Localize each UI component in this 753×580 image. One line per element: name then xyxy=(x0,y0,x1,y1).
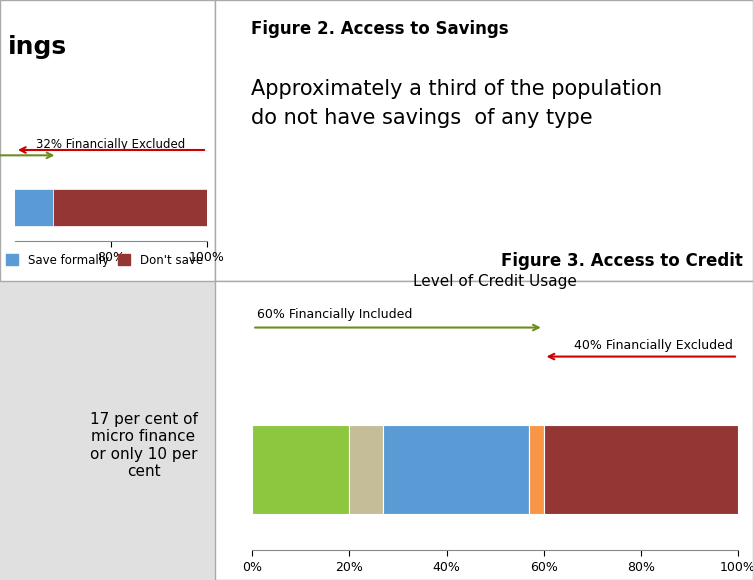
Bar xyxy=(0,189,53,226)
Bar xyxy=(53,189,207,226)
Text: Approximately a third of the population
do not have savings  of any type: Approximately a third of the population … xyxy=(251,79,662,128)
Text: Figure 2. Access to Savings: Figure 2. Access to Savings xyxy=(251,20,508,38)
Legend: Save formally, Don't save: Save formally, Don't save xyxy=(2,249,207,271)
Bar xyxy=(349,425,383,514)
Text: 17 per cent of
micro finance
or only 10 per
cent: 17 per cent of micro finance or only 10 … xyxy=(90,412,197,479)
Text: 40% Financially Excluded: 40% Financially Excluded xyxy=(575,339,733,351)
Text: 32% Financially Excluded: 32% Financially Excluded xyxy=(36,138,186,151)
Text: Level of Credit Usage: Level of Credit Usage xyxy=(413,274,577,289)
Text: Figure 3. Access to Credit: Figure 3. Access to Credit xyxy=(501,252,742,270)
Bar xyxy=(383,425,529,514)
Text: 60% Financially Included: 60% Financially Included xyxy=(257,308,413,321)
Text: ings: ings xyxy=(8,35,67,59)
Bar xyxy=(252,425,349,514)
Bar xyxy=(529,425,544,514)
Bar xyxy=(544,425,738,514)
